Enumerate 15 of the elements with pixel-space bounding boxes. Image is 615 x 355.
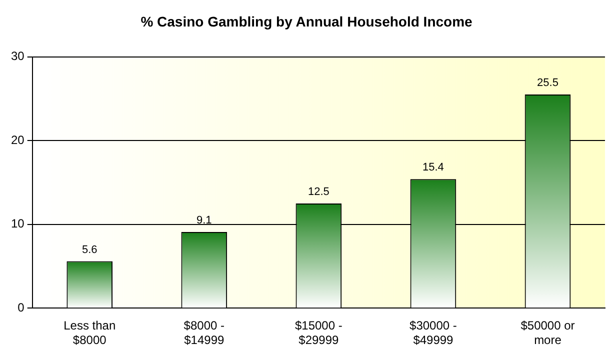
y-tick-label: 0 xyxy=(18,300,25,315)
y-tick-label: 10 xyxy=(10,216,25,231)
data-label: 25.5 xyxy=(537,77,558,90)
data-label: 12.5 xyxy=(308,186,330,198)
data-label: 9.1 xyxy=(196,214,212,226)
y-tick-label: 20 xyxy=(10,132,25,147)
data-label: 15.4 xyxy=(422,162,444,174)
x-tick-label: Less than $8000 xyxy=(64,318,116,348)
x-tick-label: $8000 - $14999 xyxy=(184,318,224,348)
chart-title: % Casino Gambling by Annual Household Income xyxy=(140,13,473,30)
data-label: 5.6 xyxy=(82,244,98,256)
y-tick-label: 30 xyxy=(10,49,25,64)
x-tick-label: $50000 or more xyxy=(520,318,575,348)
x-tick-label: $15000 - $29999 xyxy=(294,318,342,348)
x-tick-label: $30000 - $49999 xyxy=(410,318,457,348)
